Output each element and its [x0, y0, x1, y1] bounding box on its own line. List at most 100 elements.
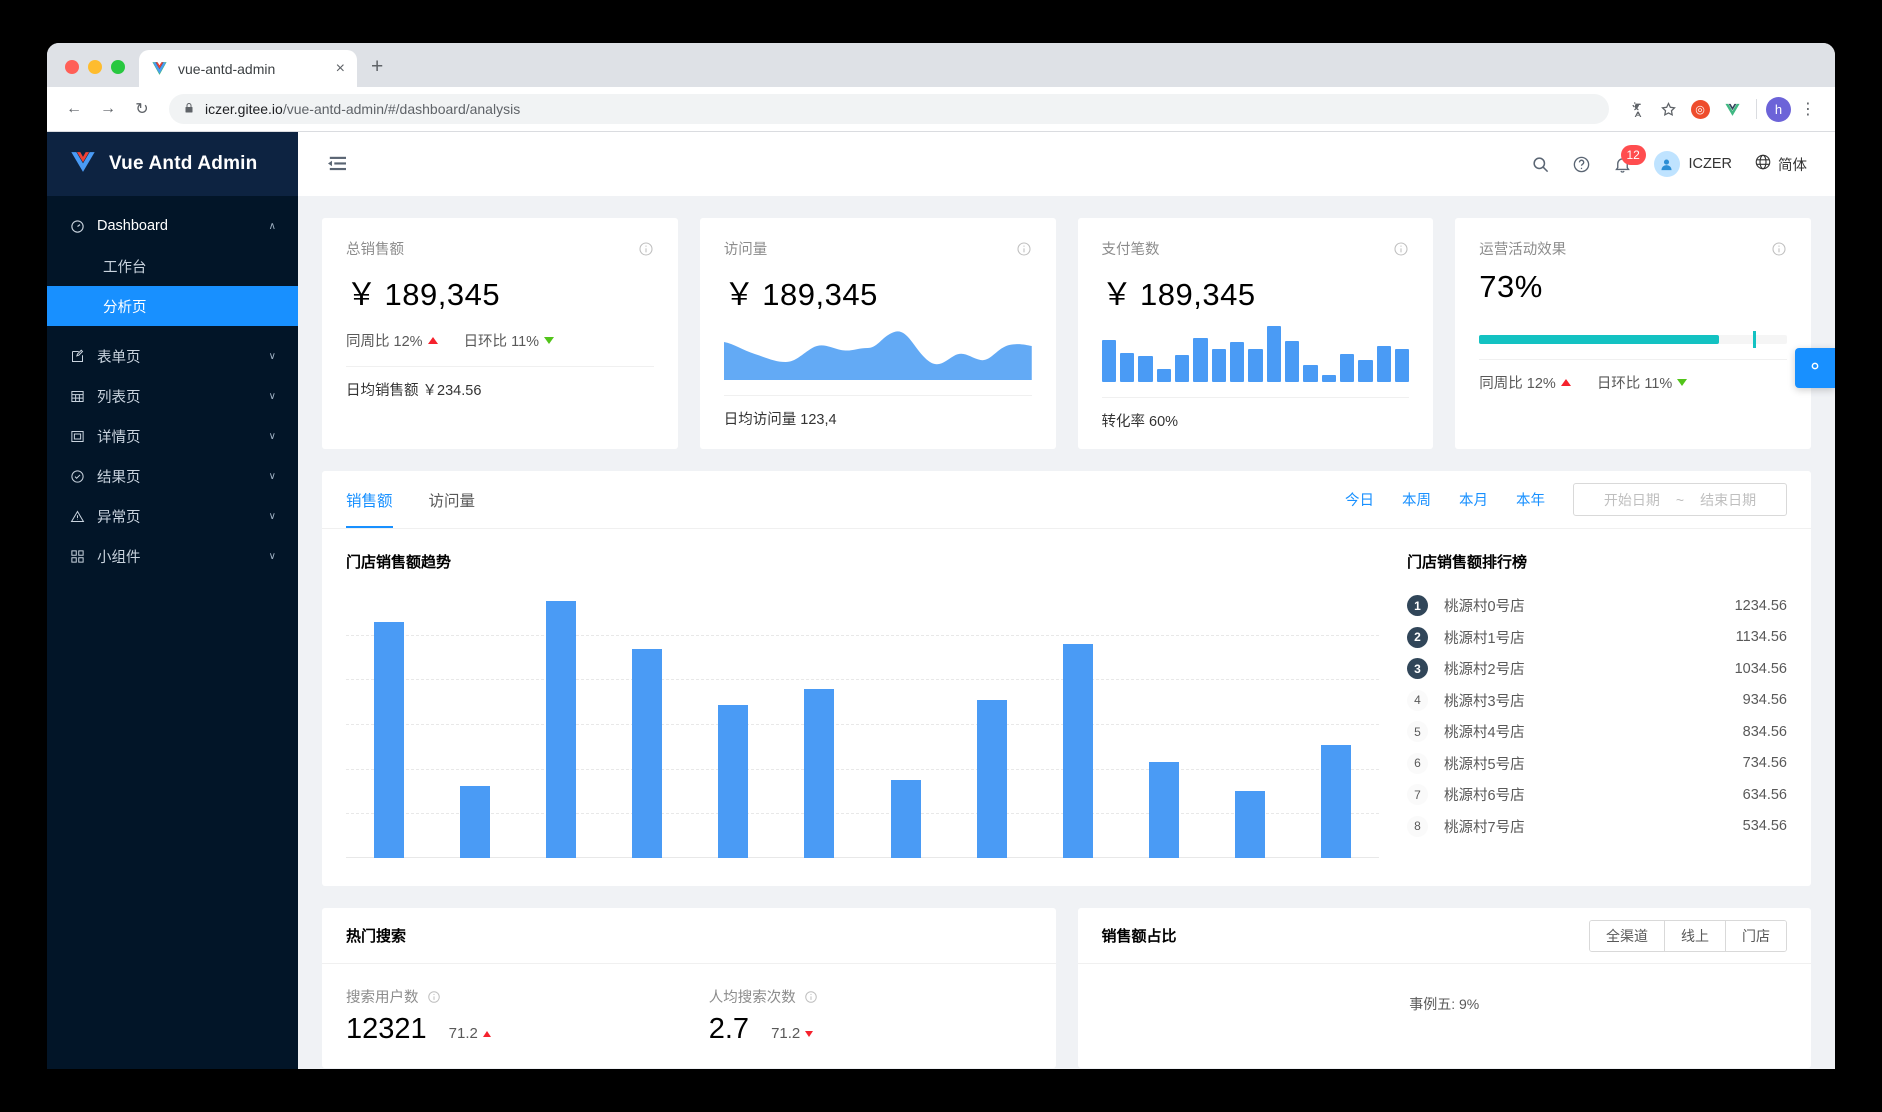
segment-online[interactable]: 线上	[1665, 920, 1726, 951]
maximize-window-button[interactable]	[111, 60, 125, 74]
mini-bar	[1174, 355, 1190, 382]
browser-window: vue-antd-admin × + ← → ↻ iczer.gitee.io/…	[47, 43, 1835, 1069]
quick-range-today[interactable]: 今日	[1345, 493, 1374, 509]
bookmark-star-icon[interactable]	[1653, 94, 1683, 124]
trend-label: 同周比 12%	[1479, 376, 1556, 392]
campaign-progress	[1479, 331, 1787, 348]
bar[interactable]	[1320, 745, 1351, 858]
sidebar-logo[interactable]: Vue Antd Admin	[47, 132, 298, 196]
globe-icon	[1754, 153, 1772, 175]
tab-visits[interactable]: 访问量	[429, 471, 476, 528]
bar[interactable]	[1234, 791, 1265, 858]
quick-range-year[interactable]: 本年	[1516, 493, 1545, 509]
ranking-row[interactable]: 4 桃源村3号店 934.56	[1407, 685, 1787, 717]
sidebar-menu: Dashboard ∧ 工作台 分析页 表单页 ∨	[47, 196, 298, 576]
close-window-button[interactable]	[65, 60, 79, 74]
sidebar-item-list[interactable]: 列表页 ∨	[47, 376, 298, 416]
bar[interactable]	[460, 785, 491, 858]
back-icon[interactable]: ←	[66, 100, 82, 117]
sidebar-subitem-workplace[interactable]: 工作台	[47, 246, 298, 286]
sidebar-item-dashboard[interactable]: Dashboard ∧	[47, 206, 298, 246]
bar[interactable]	[1148, 761, 1179, 858]
bar[interactable]	[718, 705, 749, 858]
chevron-down-icon: ∨	[268, 510, 276, 522]
sidebar-item-detail[interactable]: 详情页 ∨	[47, 416, 298, 456]
quick-range-week[interactable]: 本周	[1402, 493, 1431, 509]
ranking-row[interactable]: 6 桃源村5号店 734.56	[1407, 748, 1787, 780]
translate-icon[interactable]	[1621, 94, 1651, 124]
ranking-row[interactable]: 5 桃源村4号店 834.56	[1407, 716, 1787, 748]
metric-label: 搜索用户数	[346, 986, 669, 1007]
sidebar-item-result[interactable]: 结果页 ∨	[47, 456, 298, 496]
settings-drawer-button[interactable]	[1795, 348, 1835, 388]
language-switcher[interactable]: 简体	[1754, 153, 1807, 175]
bar[interactable]	[546, 600, 577, 858]
rank-store-value: 1034.56	[1734, 660, 1787, 677]
segment-all-channels[interactable]: 全渠道	[1590, 920, 1665, 951]
new-tab-button[interactable]: +	[371, 55, 384, 78]
ranking-row[interactable]: 8 桃源村7号店 534.56	[1407, 811, 1787, 843]
browser-menu-icon[interactable]: ⋮	[1800, 101, 1816, 118]
question-circle-icon[interactable]	[1572, 155, 1591, 174]
close-tab-button[interactable]: ×	[335, 59, 345, 77]
start-date-input[interactable]: 开始日期	[1603, 491, 1660, 508]
info-circle-icon[interactable]	[427, 990, 441, 1004]
info-circle-icon[interactable]	[1393, 241, 1409, 257]
rank-badge: 5	[1407, 721, 1428, 743]
bell-icon[interactable]: 12	[1613, 144, 1646, 174]
menu-fold-icon[interactable]	[326, 155, 348, 173]
end-date-input[interactable]: 结束日期	[1700, 491, 1757, 508]
browser-tab[interactable]: vue-antd-admin ×	[139, 50, 357, 87]
extension-shopee-icon[interactable]: ◎	[1685, 94, 1715, 124]
ranking-row[interactable]: 7 桃源村6号店 634.56	[1407, 779, 1787, 811]
metric-delta-text: 71.2	[448, 1025, 478, 1042]
extension-vue-devtools-icon[interactable]	[1717, 94, 1747, 124]
address-bar[interactable]: iczer.gitee.io/vue-antd-admin/#/dashboar…	[169, 94, 1609, 124]
bar[interactable]	[632, 648, 663, 858]
ranking-row[interactable]: 3 桃源村2号店 1034.56	[1407, 653, 1787, 685]
rank-badge: 6	[1407, 752, 1428, 774]
ranking-row[interactable]: 1 桃源村0号店 1234.56	[1407, 590, 1787, 622]
bar[interactable]	[804, 689, 835, 858]
sidebar-item-widgets[interactable]: 小组件 ∨	[47, 536, 298, 576]
sidebar-item-exception[interactable]: 异常页 ∨	[47, 496, 298, 536]
progress-marker	[1753, 331, 1757, 348]
vue-favicon-icon	[151, 60, 168, 77]
card-footer: 日均访问量 123,4	[723, 412, 837, 428]
bar-slot	[432, 590, 518, 858]
date-range-picker[interactable]: 开始日期 ~ 结束日期	[1573, 483, 1787, 516]
info-circle-icon[interactable]	[1771, 241, 1787, 257]
ranking-list: 1 桃源村0号店 1234.56 2 桃源村1号店 1134.56 3 桃源村2号店 1034.…	[1407, 590, 1787, 842]
bar[interactable]	[890, 780, 921, 858]
user-menu[interactable]: ICZER	[1653, 151, 1732, 177]
bar[interactable]	[976, 699, 1007, 858]
card-amount: 73%	[1479, 269, 1543, 304]
mini-bar	[1138, 356, 1153, 382]
bar[interactable]	[1062, 643, 1093, 858]
notification-badge: 12	[1620, 144, 1646, 165]
forward-icon[interactable]: →	[100, 100, 116, 117]
ranking-row[interactable]: 2 桃源村1号店 1134.56	[1407, 622, 1787, 654]
info-circle-icon[interactable]	[638, 241, 654, 257]
profile-avatar[interactable]: h	[1766, 96, 1791, 122]
url-host: iczer.gitee.io	[205, 101, 283, 117]
search-icon[interactable]	[1531, 155, 1550, 174]
segment-store[interactable]: 门店	[1726, 920, 1786, 951]
sidebar-item-form[interactable]: 表单页 ∨	[47, 336, 298, 376]
tab-sales[interactable]: 销售额	[346, 471, 393, 528]
minimize-window-button[interactable]	[88, 60, 102, 74]
info-circle-icon[interactable]	[1016, 241, 1032, 257]
card-value: ￥ 189,345	[1102, 269, 1410, 314]
metric-searches-per-user: 人均搜索次数 2.7 71.2	[709, 986, 1032, 1046]
bar[interactable]	[374, 622, 405, 858]
quick-range-month[interactable]: 本月	[1459, 493, 1488, 509]
bar-slot	[1207, 590, 1293, 858]
currency-symbol: ￥	[723, 277, 756, 312]
card-title: 支付笔数	[1101, 242, 1160, 258]
reload-icon[interactable]: ↻	[135, 101, 149, 118]
card-amount: 189,345	[762, 277, 878, 312]
mini-bar	[1193, 337, 1208, 382]
sidebar-subitem-analysis[interactable]: 分析页	[47, 286, 298, 326]
info-circle-icon[interactable]	[804, 990, 818, 1004]
chevron-down-icon: ∨	[268, 390, 276, 402]
